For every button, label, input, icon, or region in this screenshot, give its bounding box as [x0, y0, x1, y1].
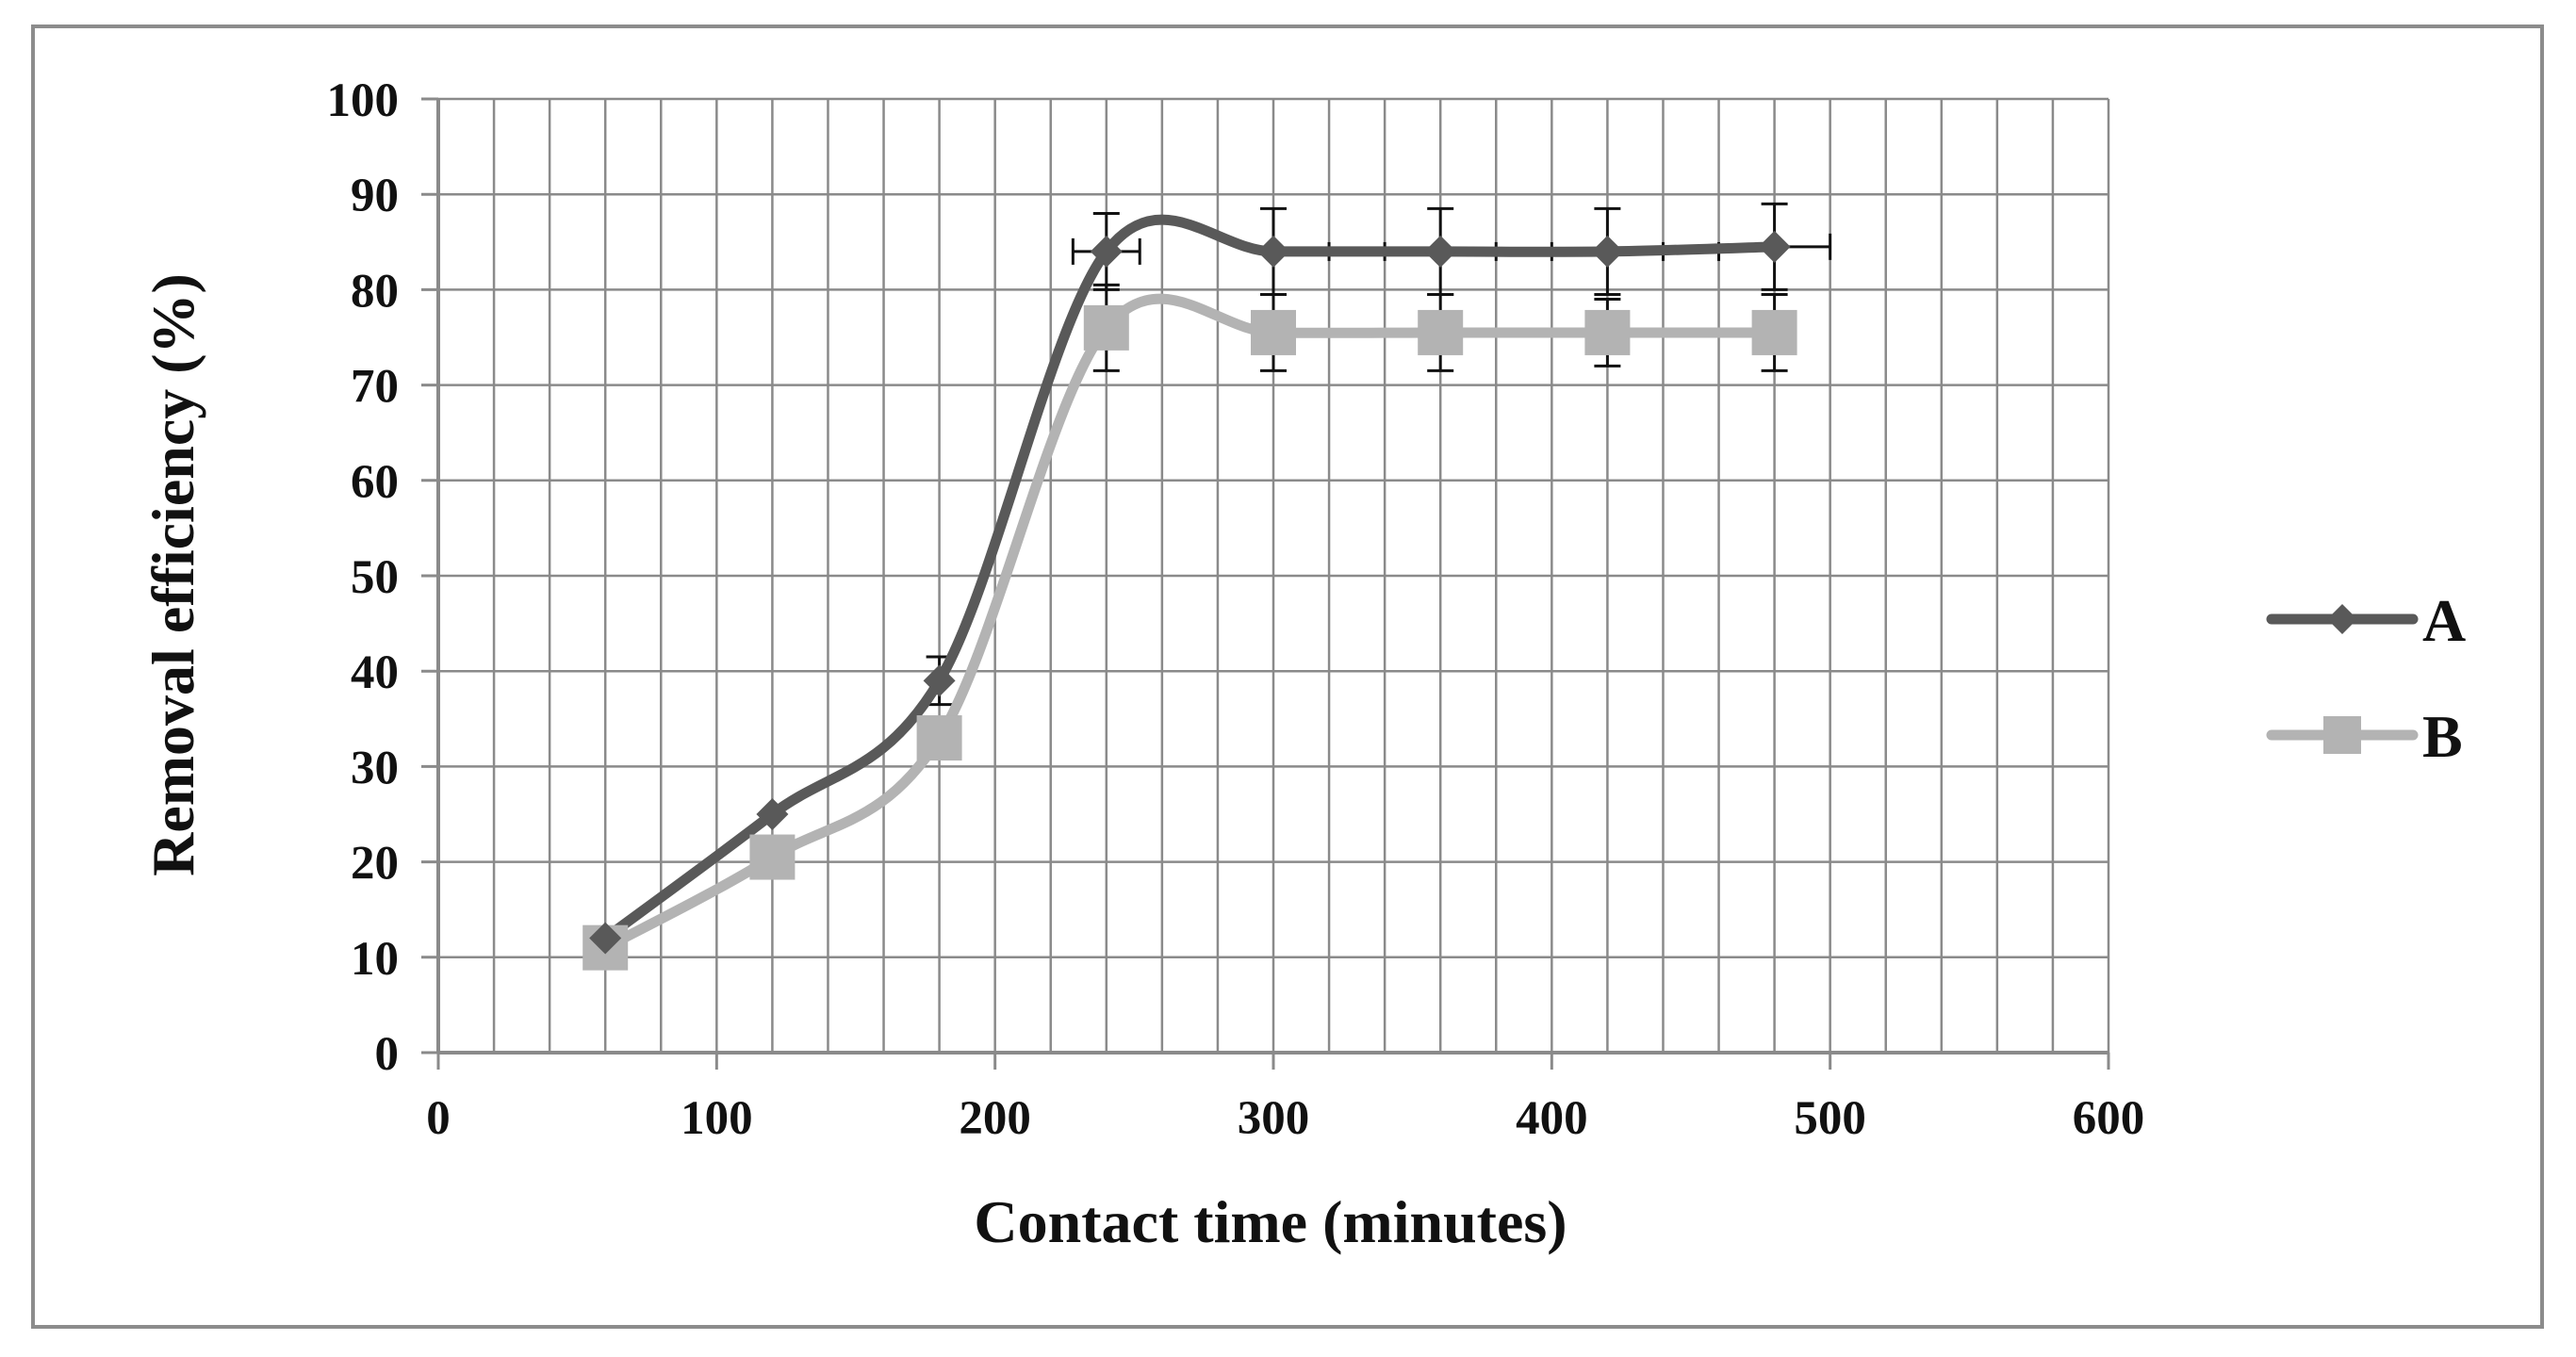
- data-point-a: [589, 922, 622, 955]
- x-tick-label: 300: [1238, 1092, 1310, 1145]
- tick-labels: 0 10 20 30 40 50 60 70 80 90 100 0 100 200 300 400 500 60…: [327, 74, 2145, 1145]
- series-lines: [599, 214, 1780, 954]
- data-point-b: [916, 715, 962, 761]
- y-tick-label: 0: [375, 1028, 400, 1081]
- y-tick-label: 40: [351, 646, 399, 699]
- x-tick-label: 200: [959, 1092, 1031, 1145]
- y-tick-label: 20: [351, 838, 399, 891]
- data-point-a: [1591, 235, 1624, 268]
- y-tick-label: 30: [351, 742, 399, 794]
- legend-marker-a: [2327, 604, 2357, 634]
- x-tick-label: 100: [681, 1092, 753, 1145]
- data-point-b: [1083, 304, 1129, 351]
- data-point-b: [749, 834, 796, 880]
- legend-label-a: A: [2422, 587, 2466, 654]
- data-point-a: [756, 798, 789, 830]
- data-point-a: [1090, 235, 1123, 268]
- data-point-b: [1251, 309, 1296, 355]
- legend-marker-b: [2323, 716, 2361, 754]
- legend-item-a: A: [2266, 587, 2466, 654]
- y-tick-label: 10: [351, 933, 399, 986]
- data-point-b: [1418, 309, 1464, 355]
- data-point-a: [1257, 235, 1289, 268]
- y-tick-label: 50: [351, 551, 399, 604]
- data-point-b: [1584, 309, 1631, 355]
- y-tick-label: 100: [327, 74, 400, 127]
- y-tick-label: 60: [351, 456, 399, 509]
- x-tick-label: 400: [1516, 1092, 1588, 1145]
- series-line-a: [599, 214, 1780, 944]
- legend: A B: [2266, 587, 2466, 770]
- data-point-b: [1751, 309, 1797, 355]
- data-point-a: [1758, 230, 1791, 263]
- data-point-a: [1424, 235, 1457, 268]
- legend-label-b: B: [2422, 703, 2463, 770]
- data-markers: [582, 230, 1797, 971]
- y-tick-label: 70: [351, 361, 399, 414]
- chart-frame: [31, 25, 2544, 1329]
- data-point-a: [923, 664, 956, 697]
- y-tick-label: 90: [351, 170, 399, 222]
- axes: [421, 97, 2110, 1070]
- x-tick-label: 500: [1794, 1092, 1866, 1145]
- series-line-b: [599, 293, 1780, 954]
- x-tick-label: 0: [426, 1092, 451, 1145]
- legend-item-b: B: [2266, 703, 2463, 770]
- x-tick-label: 600: [2073, 1092, 2145, 1145]
- y-tick-label: 80: [351, 265, 399, 318]
- x-axis-title: Contact time (minutes): [974, 1188, 1567, 1255]
- y-axis-title: Removal efficiency (%): [139, 273, 206, 876]
